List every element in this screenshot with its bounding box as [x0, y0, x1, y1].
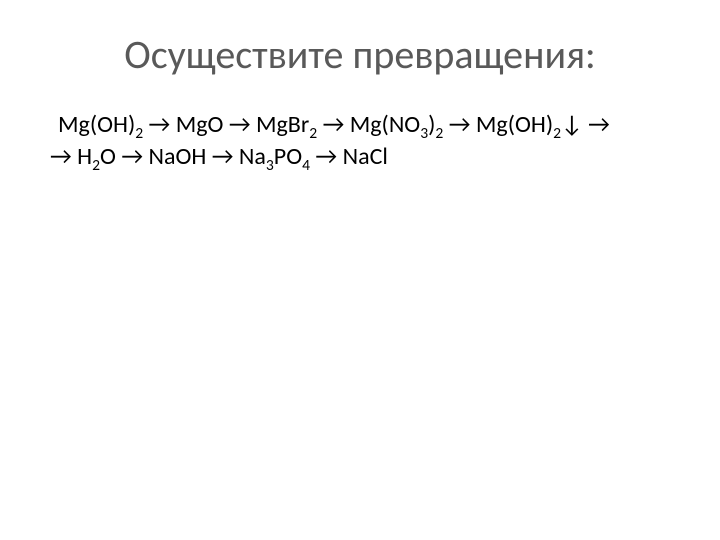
seg: → Mg(NO [317, 110, 420, 139]
seg: → Mg(OH) [443, 110, 553, 139]
slide: Осуществите превращения: Mg(OH)2 → MgO →… [0, 0, 720, 540]
sub: 2 [92, 156, 100, 175]
seg: → MgO → MgBr [143, 110, 309, 139]
reaction-line-2: → H2O → NaOH → Na3PO4 → NaCl [50, 141, 670, 173]
sub: 2 [553, 124, 561, 143]
seg: → NaCl [310, 142, 388, 171]
reaction-line-1: Mg(OH)2 → MgO → MgBr2 → Mg(NO3)2 → Mg(OH… [50, 109, 670, 141]
sub: 3 [266, 156, 274, 175]
seg: O → NaOH → Na [100, 142, 266, 171]
slide-title: Осуществите превращения: [50, 30, 670, 79]
sub: 3 [420, 124, 428, 143]
seg: → H [50, 142, 92, 171]
sub: 2 [309, 124, 317, 143]
seg: PO [274, 142, 302, 171]
sub: 4 [302, 156, 310, 175]
seg: Mg(OH) [58, 110, 135, 139]
sub: 2 [135, 124, 143, 143]
body-text: Mg(OH)2 → MgO → MgBr2 → Mg(NO3)2 → Mg(OH… [50, 109, 670, 174]
seg: ↓ → [561, 110, 610, 139]
